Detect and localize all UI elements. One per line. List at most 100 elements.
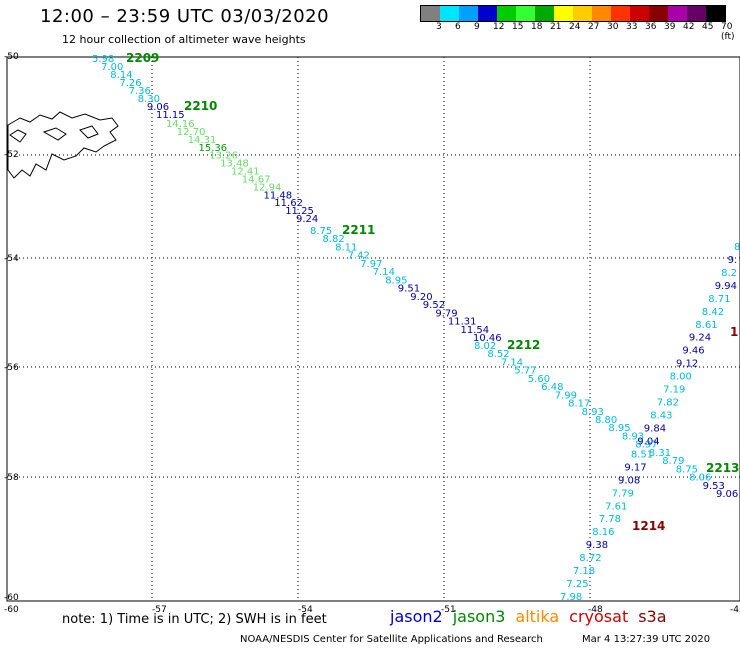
wave-height-value: 8.75: [676, 464, 698, 475]
wave-height-value: 8.82: [323, 234, 345, 245]
wave-height-value: 8.17: [568, 399, 590, 410]
scale-label: 70 (ft): [721, 22, 735, 42]
wave-height-value: 8.72: [579, 553, 601, 564]
map-frame: [6, 56, 740, 602]
wave-height-value: 7.26: [119, 78, 141, 89]
scale-swatch: [497, 6, 516, 21]
wave-height-value: 9.94: [715, 281, 737, 292]
cycle-label: 2211: [342, 223, 375, 237]
wave-height-value: 9.51: [398, 284, 420, 295]
wave-height-value: 8.95: [608, 423, 630, 434]
satellite-jason2: jason2: [390, 607, 443, 626]
scale-swatch: [535, 6, 554, 21]
wave-height-value: 8.31: [649, 448, 671, 459]
scale-swatch: [668, 6, 687, 21]
track-2210: 14.1612.7014.3115.3613.2613.4812.4114.67…: [166, 99, 318, 225]
longitude-label: -51: [441, 605, 456, 615]
scale-label: 39: [664, 22, 676, 32]
wave-height-value: 8.97: [635, 440, 657, 451]
wave-height-value: 11.48: [264, 190, 293, 201]
scale-label: 36: [645, 22, 657, 32]
satellite-cryosat: cryosat: [569, 607, 629, 626]
scale-swatch: [516, 6, 535, 21]
scale-swatch: [573, 6, 592, 21]
longitude-label: -48: [588, 605, 603, 615]
credit-line: NOAA/NESDIS Center for Satellite Applica…: [240, 634, 543, 645]
wave-height-value: 15.36: [199, 143, 228, 154]
wave-height-value: 8.61: [695, 320, 717, 331]
wave-height-value: 8: [734, 242, 740, 253]
cycle-label: 2209: [126, 51, 159, 65]
wave-height-value: 14.67: [242, 174, 271, 185]
scale-label: 30: [607, 22, 619, 32]
wave-height-value: 8.93: [582, 407, 604, 418]
latitude-label: -54: [4, 254, 19, 264]
wave-height-value: 8.16: [592, 527, 614, 538]
wave-height-value: 9.24: [296, 214, 318, 225]
latitude-label: -50: [4, 52, 19, 62]
wave-height-value: 12.94: [253, 182, 282, 193]
scale-swatch: [706, 6, 725, 21]
wave-height-tracks: 5.987.008.147.267.368.309.0611.15220914.…: [92, 51, 740, 603]
wave-height-value: 11.62: [274, 198, 303, 209]
wave-height-value: 7.18: [573, 566, 595, 577]
wave-height-value: 10.46: [473, 333, 502, 344]
wave-height-value: 8.06: [689, 473, 711, 484]
wave-height-value: 8.80: [595, 415, 617, 426]
wave-height-value: 12.70: [177, 127, 206, 138]
wave-height-value: 9.06: [716, 489, 738, 500]
wave-height-value: 8.14: [110, 70, 132, 81]
longitude-label: -54: [298, 605, 313, 615]
scale-label: 45: [702, 22, 714, 32]
wave-height-value: 7.78: [599, 514, 621, 525]
cycle-label: 1: [730, 325, 738, 339]
scale-label: 15: [512, 22, 524, 32]
wave-height-value: 11.15: [156, 110, 185, 121]
wave-height-value: 11.31: [448, 317, 477, 328]
wave-height-value: 7.19: [663, 385, 685, 396]
map-title: 12:00 – 23:59 UTC 03/03/2020: [40, 6, 330, 27]
wave-height-value: 7.14: [501, 357, 523, 368]
wave-height-value: 8.02: [474, 341, 496, 352]
wave-height-value: 8.51: [631, 449, 653, 460]
scale-swatch: [687, 6, 706, 21]
scale-label: 9: [474, 22, 480, 32]
wave-height-value: 8.75: [310, 226, 332, 237]
wave-height-value: 8.42: [702, 307, 724, 318]
scale-swatch: [592, 6, 611, 21]
cycle-label: 2213: [706, 461, 739, 475]
scale-swatch: [554, 6, 573, 21]
wave-height-value: 9.20: [410, 292, 432, 303]
generated-timestamp: Mar 4 13:27:39 UTC 2020: [582, 634, 711, 645]
scale-swatch: [649, 6, 668, 21]
cycle-label: 2212: [507, 338, 540, 352]
wave-height-value: 9.52: [423, 300, 445, 311]
wave-height-value: 8.2: [721, 268, 737, 279]
wave-height-value: 8.93: [622, 431, 644, 442]
wave-height-value: 5.77: [514, 366, 536, 377]
latitude-label: -52: [4, 150, 19, 160]
wave-height-value: 9.08: [618, 475, 640, 486]
wave-height-value: 9.38: [586, 540, 608, 551]
wave-height-value: 7.42: [348, 251, 370, 262]
wave-height-value: 9.84: [644, 424, 666, 435]
scale-label: 42: [683, 22, 695, 32]
wave-height-value: 7.36: [129, 86, 151, 97]
wave-height-value: 9.24: [689, 333, 711, 344]
scale-label: 3: [436, 22, 442, 32]
satellite-s3a: s3a: [638, 607, 667, 626]
wave-height-value: 9.12: [676, 359, 698, 370]
scale-label: 24: [569, 22, 581, 32]
track-2213: 8 9. 8.2 9.94 8.71 8.42 8.61 9.24 9.46 9.12 8.00 7.…: [560, 242, 740, 603]
wave-height-value: 9.53: [703, 481, 725, 492]
wave-height-value: 6.48: [541, 382, 563, 393]
wave-height-value: 5.60: [528, 374, 550, 385]
color-scale: [420, 5, 726, 22]
axis-labels: -57 -54 -51 -48 -45 -50 -52 -54 -56 -58 -60 -60: [4, 52, 740, 615]
wave-height-value: 7.99: [555, 390, 577, 401]
wave-height-value: 7.61: [605, 501, 627, 512]
latitude-label: -56: [4, 363, 19, 373]
wave-height-value: 7.98: [560, 592, 582, 603]
